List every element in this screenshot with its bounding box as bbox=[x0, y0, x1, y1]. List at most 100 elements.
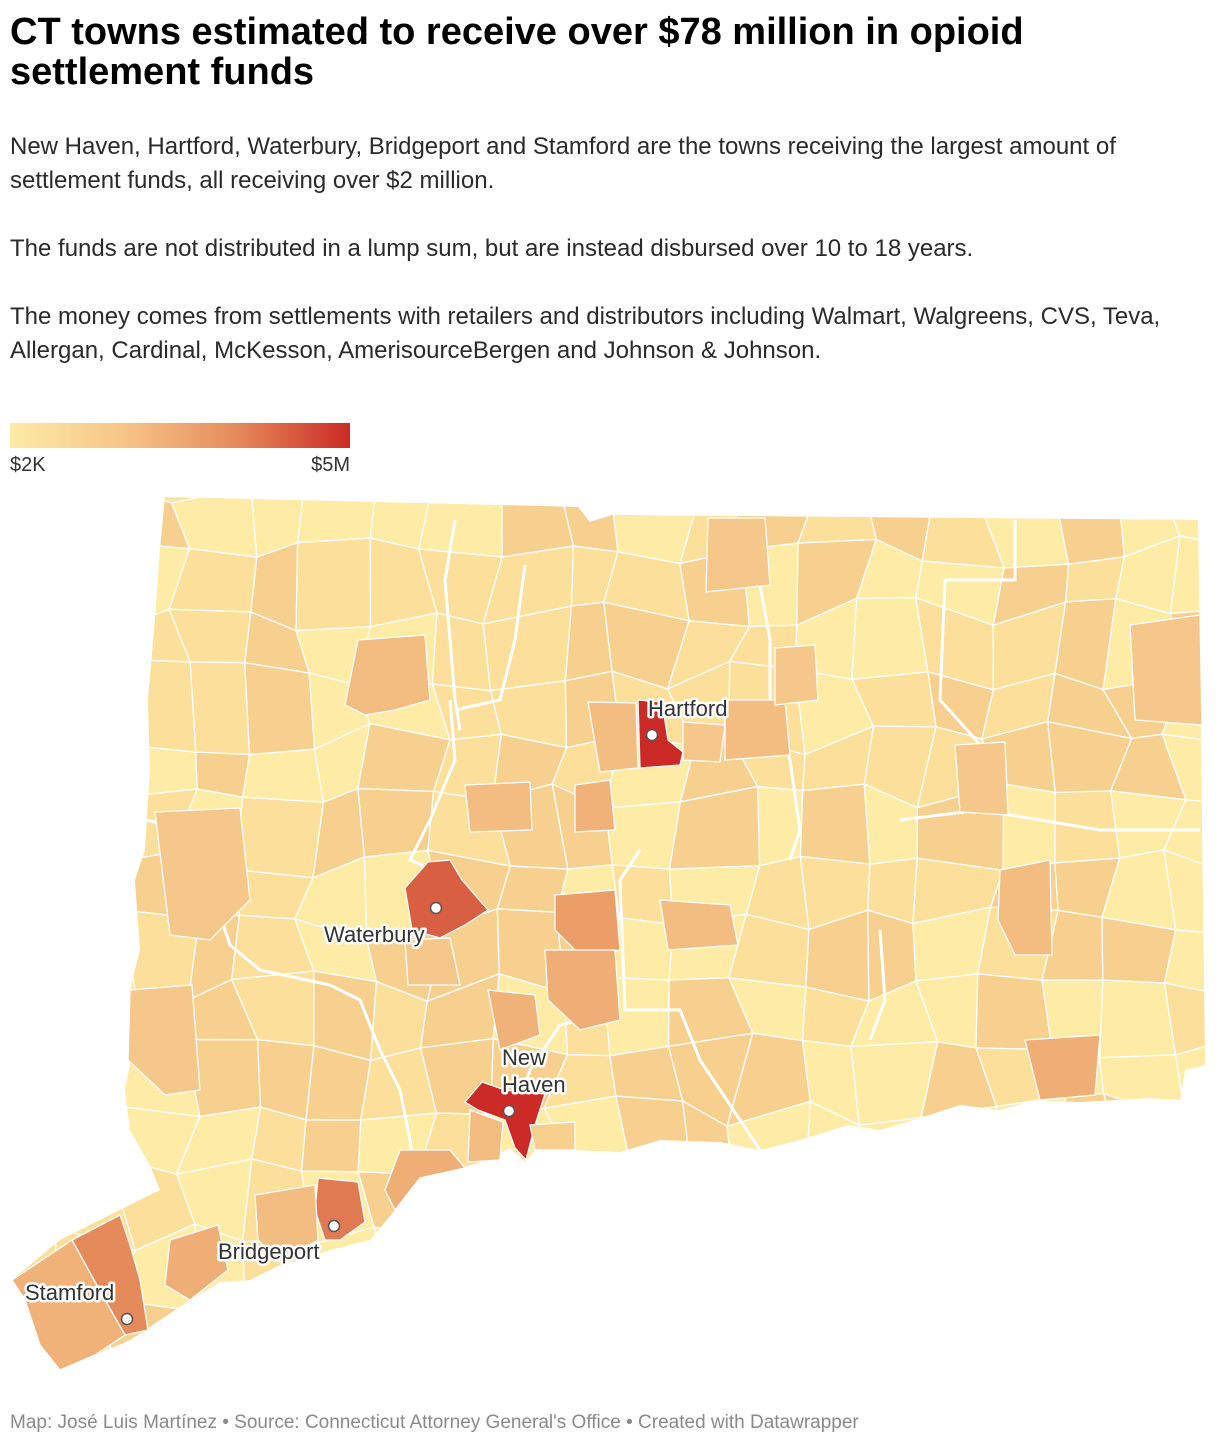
stamford-label: Stamford bbox=[25, 1280, 114, 1305]
county-border bbox=[868, 929, 887, 1041]
county-border bbox=[618, 849, 762, 1151]
town-area bbox=[241, 748, 325, 804]
new-haven-marker bbox=[502, 1104, 516, 1118]
town-area bbox=[417, 497, 503, 558]
highlighted-towns bbox=[11, 517, 1203, 1371]
town-area bbox=[501, 497, 575, 558]
town-area bbox=[54, 734, 129, 815]
town-area bbox=[244, 661, 316, 756]
city-markers bbox=[120, 728, 659, 1326]
legend-max-label: $5M bbox=[311, 454, 350, 476]
greenwich-town bbox=[11, 1239, 126, 1371]
town-area bbox=[670, 1300, 740, 1363]
town-area bbox=[52, 542, 124, 631]
town-area bbox=[1098, 979, 1177, 1059]
town-area bbox=[869, 1302, 940, 1360]
town-area bbox=[603, 1154, 700, 1245]
description-paragraph-2: The funds are not distributed in a lump … bbox=[10, 235, 974, 262]
town-area bbox=[869, 1352, 940, 1370]
town-area bbox=[233, 1367, 322, 1370]
town-area bbox=[730, 1165, 807, 1233]
town-area bbox=[1109, 1162, 1186, 1224]
torrington-town bbox=[344, 634, 431, 716]
town-area bbox=[189, 661, 251, 756]
county-border bbox=[945, 520, 1017, 582]
legend-gradient-bar bbox=[10, 423, 350, 448]
town-area bbox=[979, 1221, 1072, 1304]
town-area bbox=[1163, 929, 1205, 998]
new-milford-town bbox=[154, 807, 251, 941]
town-area bbox=[357, 787, 435, 858]
town-area bbox=[370, 1294, 441, 1361]
town-area bbox=[431, 612, 492, 692]
town-area bbox=[980, 1344, 1042, 1370]
town-area bbox=[111, 658, 197, 753]
town-area bbox=[12, 564, 70, 623]
town-area bbox=[1111, 1340, 1192, 1370]
town-area bbox=[295, 537, 372, 632]
county-border bbox=[938, 579, 987, 752]
town-area bbox=[851, 597, 929, 681]
town-area bbox=[48, 497, 124, 566]
middletown-town bbox=[659, 899, 739, 951]
town-area bbox=[300, 1119, 362, 1173]
town-area bbox=[1161, 733, 1205, 806]
town-area bbox=[802, 1302, 883, 1370]
town-area bbox=[1045, 1164, 1127, 1235]
milford-town bbox=[384, 1149, 467, 1212]
town-area bbox=[12, 662, 76, 755]
town-area bbox=[561, 1236, 611, 1307]
naugatuck-town bbox=[404, 937, 461, 986]
town-area bbox=[1169, 535, 1205, 615]
new-haven-town bbox=[464, 1081, 546, 1162]
town-area bbox=[1101, 1219, 1195, 1314]
town-area bbox=[1102, 1092, 1188, 1168]
town-area bbox=[424, 1282, 505, 1348]
town-area bbox=[480, 1236, 566, 1303]
town-area bbox=[483, 1345, 560, 1370]
town-area bbox=[979, 1160, 1061, 1235]
town-area bbox=[544, 1300, 627, 1370]
town-area bbox=[920, 1159, 984, 1224]
waterbury-town bbox=[404, 859, 489, 939]
town-area bbox=[603, 1220, 700, 1310]
hartford-label: Hartford bbox=[648, 696, 727, 721]
enfield-town bbox=[705, 517, 771, 593]
town-area bbox=[373, 1226, 446, 1298]
vernon-town bbox=[774, 644, 819, 706]
hamden-town bbox=[487, 989, 541, 1051]
description-paragraph-1: New Haven, Hartford, Waterbury, Bridgepo… bbox=[10, 133, 1116, 194]
town-area bbox=[12, 497, 54, 568]
bridgeport-marker bbox=[327, 1219, 341, 1233]
norwich-town bbox=[997, 859, 1053, 956]
town-area bbox=[480, 1282, 564, 1370]
fairfield-town bbox=[254, 1184, 319, 1263]
town-area bbox=[53, 1100, 119, 1191]
town-area bbox=[1163, 848, 1205, 938]
town-area bbox=[862, 1180, 948, 1227]
town-area bbox=[74, 1053, 120, 1107]
town-area bbox=[1173, 1092, 1205, 1188]
town-area bbox=[234, 796, 325, 879]
legend-min-label: $2K bbox=[10, 454, 46, 476]
west-hartford-town bbox=[587, 701, 639, 773]
town-area bbox=[109, 1344, 203, 1370]
town-area bbox=[604, 801, 682, 870]
town-area bbox=[12, 1159, 57, 1229]
town-area bbox=[1101, 1299, 1196, 1351]
town-area bbox=[234, 1283, 322, 1370]
bridgeport-label: Bridgeport bbox=[218, 1239, 320, 1264]
town-area bbox=[12, 609, 73, 670]
town-area bbox=[920, 1221, 1001, 1310]
town-area bbox=[12, 935, 75, 1004]
town-area bbox=[59, 909, 137, 1004]
waterbury-marker bbox=[429, 901, 443, 915]
town-area bbox=[72, 993, 137, 1057]
town-area bbox=[608, 1305, 691, 1363]
town-area bbox=[563, 1164, 634, 1245]
town-area bbox=[12, 734, 77, 815]
town-area bbox=[799, 783, 871, 866]
waterbury-label: Waterbury bbox=[324, 922, 425, 947]
city-labels: Hartford Waterbury New Haven Bridgeport … bbox=[23, 694, 730, 1308]
